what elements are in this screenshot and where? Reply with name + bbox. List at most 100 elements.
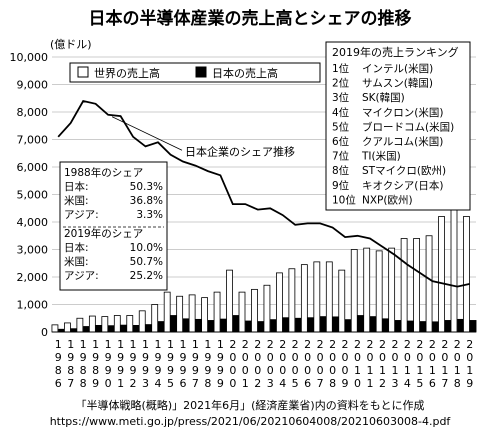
x-tick-label: 0 [292, 364, 299, 377]
bar-japan [282, 317, 290, 333]
x-tick-label: 0 [454, 351, 461, 364]
ranking-company: STマイクロ(欧州) [362, 165, 446, 177]
x-tick-label: 9 [55, 351, 62, 364]
bar-world [151, 304, 159, 333]
share-row-value: 50.3% [130, 181, 163, 193]
x-tick-label: 0 [242, 351, 249, 364]
x-tick-label: 0 [279, 364, 286, 377]
x-tick-label: 1 [379, 364, 386, 377]
x-tick-label: 1 [67, 338, 74, 351]
x-tick-label: 0 [329, 351, 336, 364]
ranking-rank: 8位 [332, 164, 350, 177]
x-tick-label: 9 [342, 377, 349, 390]
x-tick-label: 2 [130, 377, 137, 390]
y-tick-label: 1,000 [17, 299, 49, 312]
x-tick-label: 1 [441, 364, 448, 377]
x-tick-label: 0 [279, 351, 286, 364]
share-row-label: アジア: [64, 209, 99, 221]
bar-japan [182, 318, 190, 333]
share-row-value: 10.0% [130, 242, 163, 254]
x-tick-label: 3 [142, 377, 149, 390]
x-tick-label: 8 [80, 377, 87, 390]
share-row-label: 米国: [64, 255, 89, 268]
y-tick-label: 8,000 [17, 106, 49, 119]
source-note: 「半導体戦略(概略)」2021年6月」(経済産業省)内の資料をもとに作成 http… [50, 398, 452, 428]
x-tick-label: 9 [192, 364, 199, 377]
x-tick-label: 9 [155, 351, 162, 364]
bar-world [113, 315, 121, 333]
ranking-rank: 3位 [332, 91, 350, 104]
x-tick-label: 7 [67, 377, 74, 390]
bar-japan [357, 315, 365, 333]
x-tick-label: 0 [342, 364, 349, 377]
bar-world [363, 247, 371, 333]
bar-japan [108, 325, 115, 333]
y-tick-label: 7,000 [17, 134, 49, 147]
bar-world [388, 247, 396, 333]
x-tick-label: 1 [204, 338, 211, 351]
x-tick-label: 2 [379, 377, 386, 390]
x-tick-label: 9 [117, 351, 124, 364]
bar-japan [145, 324, 153, 333]
ranking-company: マイクロン(米国) [362, 106, 443, 119]
line-layer: 日本企業のシェア推移 [57, 99, 470, 288]
x-tick-label: 2 [292, 338, 299, 351]
ranking-heading: 2019年の売上ランキング [332, 45, 459, 59]
x-tick-label: 1 [55, 338, 62, 351]
x-tick-label: 4 [279, 377, 286, 390]
bar-japan [207, 320, 215, 333]
share-row-label: 日本: [64, 180, 89, 193]
x-tick-label: 9 [142, 364, 149, 377]
share-line-leader [111, 116, 183, 151]
bar-world [88, 315, 96, 333]
ranking-company: サムスン(韓国) [362, 78, 433, 90]
bar-japan [157, 321, 165, 333]
x-tick-label: 7 [317, 377, 324, 390]
x-tick-label: 1 [179, 338, 186, 351]
y-tick-label: 9,000 [17, 79, 49, 92]
x-tick-label: 2 [242, 338, 249, 351]
bar-japan [407, 320, 415, 333]
bar-japan [444, 320, 452, 333]
bar-japan [83, 326, 90, 333]
bar-japan [307, 317, 315, 333]
bar-japan [132, 324, 140, 333]
share-row-value: 3.3% [136, 209, 163, 221]
y-tick-label: 4,000 [17, 216, 49, 229]
x-tick-label: 9 [217, 377, 224, 390]
ranking-rank: 5位 [332, 120, 350, 133]
share-heading: 2019年のシェア [64, 227, 143, 240]
x-tick-label: 1 [404, 364, 411, 377]
x-tick-label: 9 [204, 364, 211, 377]
x-tick-label: 0 [367, 351, 374, 364]
x-tick-label: 6 [304, 377, 311, 390]
x-tick-label: 6 [55, 377, 62, 390]
x-tick-label: 9 [192, 351, 199, 364]
x-tick-label: 9 [92, 377, 99, 390]
y-tick-label: 6,000 [17, 161, 49, 174]
x-tick-label: 9 [105, 364, 112, 377]
bar-world [226, 269, 233, 333]
legend-frame [69, 62, 321, 83]
x-tick-label: 0 [404, 351, 411, 364]
bar-world [163, 291, 171, 333]
bar-japan [170, 315, 178, 333]
bar-japan [120, 324, 128, 333]
x-tick-label: 9 [117, 364, 124, 377]
x-tick-label: 8 [204, 377, 211, 390]
bar-japan [469, 320, 477, 333]
legend-label-japan: 日本の売上高 [212, 66, 278, 80]
bar-world [300, 264, 308, 333]
x-tick-label: 9 [217, 351, 224, 364]
x-tick-label: 0 [429, 351, 436, 364]
x-tick-label: 8 [67, 364, 74, 377]
x-tick-label: 1 [217, 338, 224, 351]
chart-title: 日本の半導体産業の売上高とシェアの推移 [89, 8, 412, 29]
x-tick-label: 0 [304, 364, 311, 377]
x-tick-label: 1 [167, 338, 174, 351]
x-tick-label: 9 [466, 377, 473, 390]
bar-japan [257, 321, 265, 333]
